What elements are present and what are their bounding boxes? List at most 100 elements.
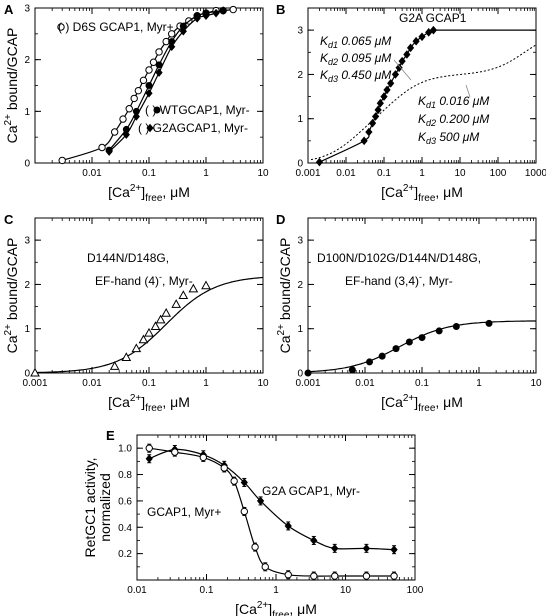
annotation-pointer: [393, 59, 412, 81]
y-axis-label: Ca2+ bound/GCAP: [276, 238, 293, 354]
y-tick-label: 0.2: [118, 549, 132, 560]
data-point: [155, 68, 163, 77]
series-label: GCAP1, Myr+: [147, 505, 221, 519]
x-tick-label: 0.1: [415, 378, 429, 389]
series-0: [304, 319, 493, 377]
legend-entry: ( ) D6S GCAP1, Myr+: [58, 20, 174, 34]
series-1: [145, 443, 398, 581]
x-tick-label: 0.01: [336, 168, 356, 179]
data-point: [412, 36, 420, 46]
x-axis-label: [Ca2+]free, μM: [108, 393, 190, 414]
y-axis-label: RetGC1 activity,: [82, 457, 98, 557]
x-tick-label: 0.01: [82, 378, 102, 389]
annotation-pointer: [465, 84, 471, 98]
data-point: [134, 86, 143, 95]
x-tick-label: 0.1: [377, 168, 391, 179]
data-point: [390, 572, 398, 580]
panel-title: D100N/D102G/D144N/D148G,: [317, 251, 481, 265]
x-tick-label: 1: [203, 168, 209, 179]
series-0: [145, 445, 398, 555]
fit-curve: [35, 276, 264, 374]
y-tick-label: 0.6: [118, 496, 132, 507]
data-point: [178, 290, 189, 299]
x-tick-label: 100: [407, 585, 424, 596]
kd-annotation: Kd3 500 μM: [418, 130, 479, 146]
data-point: [435, 327, 443, 335]
plot-frame: [34, 217, 264, 374]
data-point: [365, 127, 373, 137]
x-tick-label: 1: [476, 378, 482, 389]
x-tick-label: 0.01: [82, 168, 102, 179]
data-point: [418, 334, 426, 342]
x-tick-label: 10: [257, 378, 269, 389]
x-tick-label: 0.1: [200, 585, 214, 596]
data-point: [374, 105, 382, 115]
data-point: [30, 367, 40, 377]
data-point: [168, 42, 176, 52]
data-point: [212, 8, 220, 18]
data-point: [138, 334, 149, 344]
data-point: [310, 536, 318, 545]
y-tick-label: 0: [297, 369, 303, 380]
data-point: [122, 130, 130, 139]
x-tick-label: 1: [273, 585, 279, 596]
panel-e: 0.01 0.1 1 10 100 0.2 0.4 0.6 0.8 1.0 [Ca2+]free, …: [82, 434, 424, 616]
data-point: [348, 366, 356, 374]
panel-letter-c: C: [4, 212, 14, 227]
data-point: [366, 358, 374, 366]
series-label: G2A GCAP1, Myr-: [262, 484, 360, 498]
series-2: [105, 6, 227, 156]
kd-annotation: Kd1 0.065 μM: [320, 34, 391, 50]
data-point: [179, 22, 187, 30]
data-point: [240, 478, 248, 487]
data-point: [193, 14, 201, 23]
data-point: [315, 157, 324, 167]
data-point: [199, 453, 208, 462]
panel-subtitle: EF-hand (3,4)-, Myr-: [345, 272, 453, 288]
data-point: [378, 352, 386, 360]
x-tick-label: 10: [530, 378, 542, 389]
x-axis-label: [Ca2+]free, μM: [108, 183, 190, 204]
x-tick-label: 0.001: [22, 378, 47, 389]
y-tick-label: 1.0: [118, 444, 132, 455]
data-point: [452, 323, 460, 330]
y-axis-label: normalized: [97, 473, 113, 541]
x-tick-label: 10: [340, 585, 352, 596]
data-point: [362, 544, 371, 553]
data-point: [395, 63, 403, 73]
data-point: [130, 94, 138, 103]
data-point: [383, 85, 391, 95]
y-tick-label: 3: [297, 26, 303, 37]
data-point: [201, 280, 211, 290]
data-point: [145, 82, 153, 89]
data-point: [391, 70, 400, 79]
y-tick-label: 1: [297, 324, 303, 335]
data-point: [167, 30, 176, 38]
y-tick-label: 1: [24, 324, 30, 335]
y-axis-label: Ca2+ bound/GCAP: [3, 238, 20, 354]
y-tick-label: 2: [297, 280, 303, 291]
y-tick-label: 2: [297, 70, 303, 81]
x-axis-label: [Ca2+]free, μM: [235, 600, 317, 616]
y-tick-label: 0: [297, 159, 303, 170]
y-tick-label: 0.8: [118, 470, 132, 481]
data-point: [261, 563, 269, 571]
data-point: [188, 283, 199, 293]
y-tick-label: 0: [24, 369, 30, 380]
data-point: [220, 464, 228, 472]
data-point: [131, 343, 142, 353]
data-point: [240, 507, 249, 516]
series-0: [30, 280, 211, 377]
data-point: [310, 572, 318, 580]
legend-entry: ( ) G2AGCAP1, Myr-: [138, 121, 248, 135]
panel-letter-d: D: [276, 212, 285, 227]
data-point: [125, 105, 133, 113]
panel-d: 0.001 0.01 0.1 1 10 0 1 2 3 [Ca2+]free, μM Ca2+ bo…: [276, 217, 542, 414]
fit-curve: [307, 320, 536, 373]
y-tick-label: 0.4: [118, 523, 132, 534]
data-point: [119, 115, 127, 123]
panel-a: 0.01 0.1 1 10 0 1 2 3 [Ca2+]free, μM Ca2+ bound/G…: [3, 4, 269, 205]
data-point: [331, 544, 339, 553]
x-tick-label: 1: [203, 378, 209, 389]
